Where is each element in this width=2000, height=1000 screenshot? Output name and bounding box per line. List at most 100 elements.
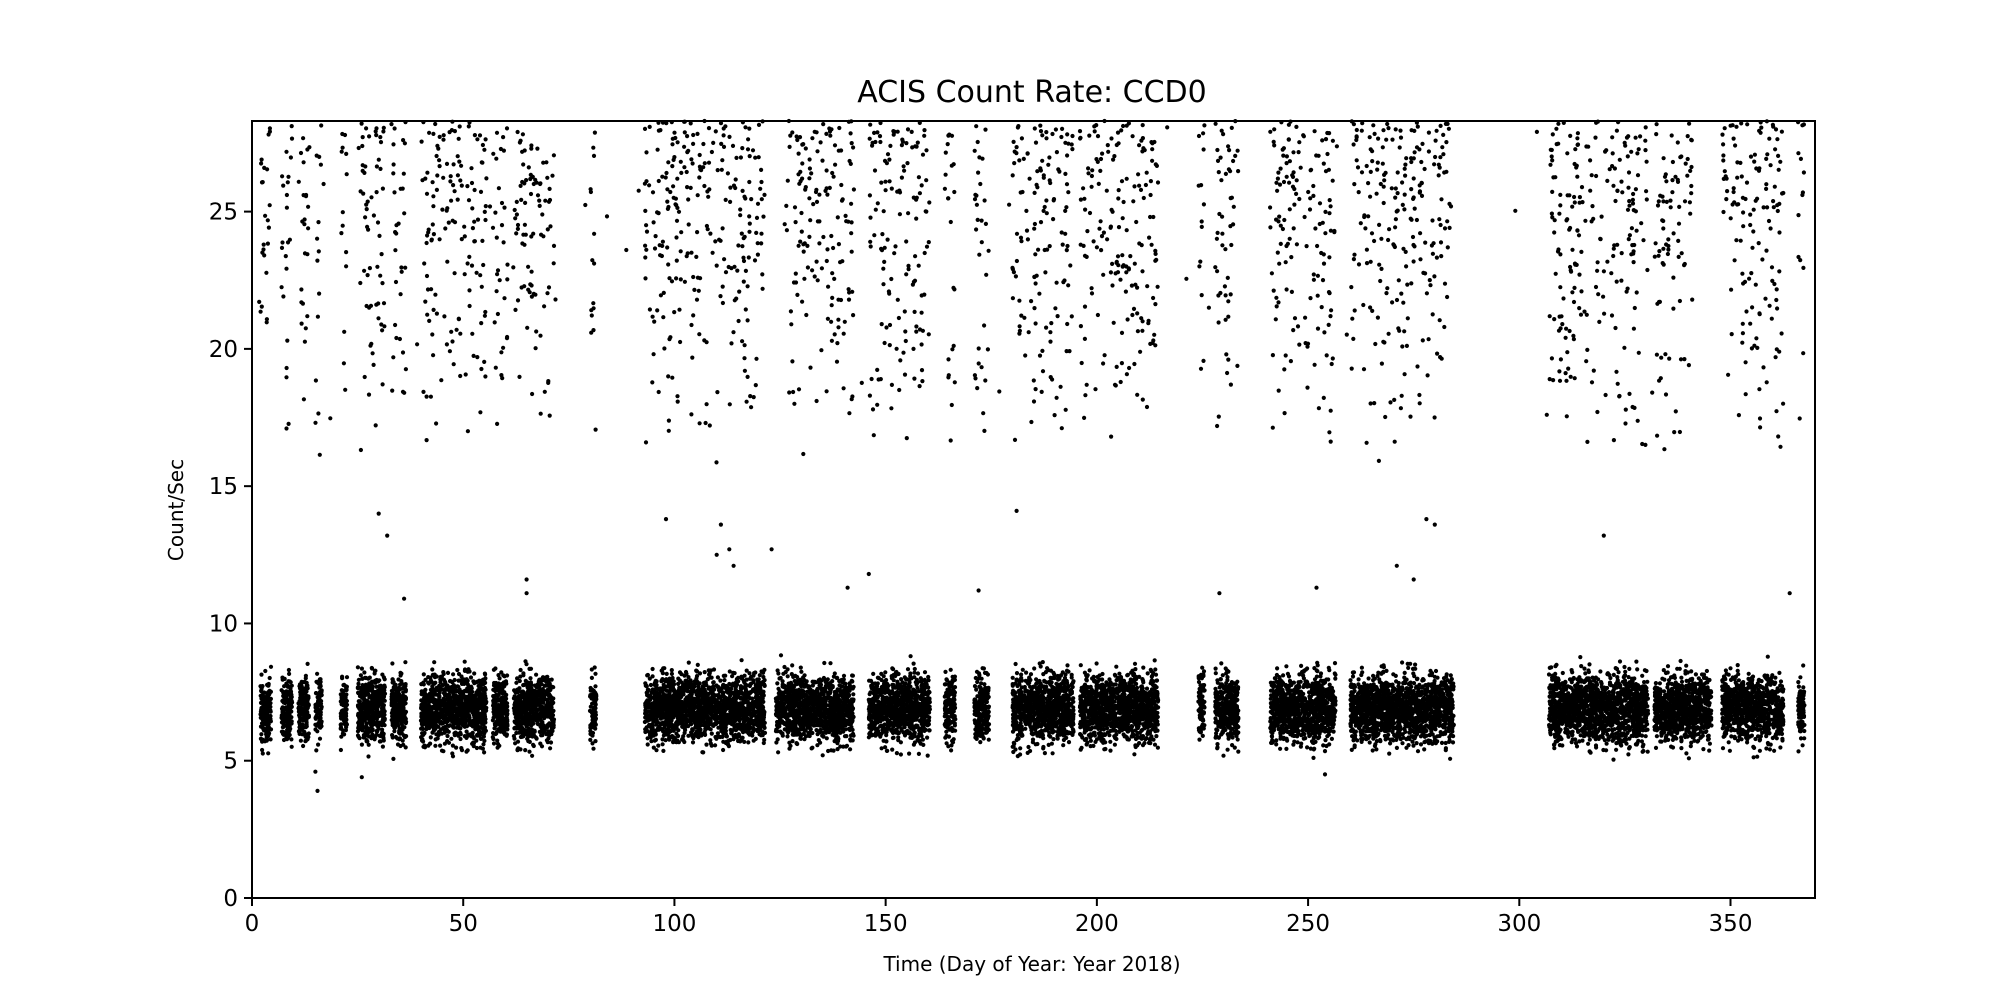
data-point [314, 707, 320, 712]
data-point [463, 713, 469, 719]
data-point [520, 692, 525, 697]
data-point [444, 727, 450, 733]
data-point [427, 130, 432, 135]
data-point [368, 708, 373, 714]
data-point [492, 320, 497, 325]
data-point [448, 179, 453, 184]
data-point [722, 678, 727, 683]
data-point [316, 411, 321, 416]
data-point [401, 171, 406, 176]
data-point [285, 180, 290, 185]
data-point [280, 698, 285, 704]
data-point [431, 353, 436, 358]
data-point [478, 189, 484, 194]
data-point [738, 686, 743, 691]
data-point [492, 726, 497, 731]
data-point [279, 245, 285, 250]
data-point [367, 134, 372, 139]
data-point [540, 687, 545, 692]
data-point [501, 148, 506, 153]
data-point [318, 701, 324, 706]
data-point [495, 741, 501, 747]
data-point [360, 143, 365, 149]
data-point [483, 720, 488, 725]
data-point [468, 721, 473, 726]
data-point [281, 737, 287, 743]
data-point [438, 680, 443, 685]
data-point [381, 129, 386, 134]
data-point [482, 693, 487, 698]
data-point [428, 723, 433, 728]
data-point [424, 191, 430, 196]
data-point [494, 289, 499, 294]
data-point [535, 193, 541, 198]
data-point [760, 729, 765, 734]
data-point [431, 232, 436, 237]
data-point [497, 278, 502, 283]
data-point [744, 677, 749, 682]
data-point [264, 320, 269, 325]
data-point [530, 753, 535, 758]
data-point [660, 742, 665, 747]
data-point [468, 696, 473, 701]
data-point [266, 709, 271, 714]
data-point [482, 710, 487, 715]
data-point [443, 709, 448, 714]
data-point [515, 129, 520, 135]
data-point [364, 675, 369, 681]
data-point [316, 742, 321, 747]
data-point [455, 667, 460, 673]
data-point [458, 736, 463, 742]
data-point [472, 187, 477, 193]
data-point [313, 420, 318, 425]
data-point [751, 687, 756, 692]
data-point [475, 217, 481, 222]
data-point [289, 744, 294, 749]
data-point [299, 287, 304, 292]
data-point [314, 702, 319, 707]
data-point [365, 273, 370, 278]
data-point [344, 686, 349, 691]
data-point [438, 686, 443, 691]
data-point [362, 374, 367, 380]
data-point [518, 721, 523, 726]
data-point [644, 699, 649, 705]
data-point [502, 729, 507, 735]
data-point [399, 722, 404, 727]
data-point [419, 715, 424, 720]
data-point [360, 691, 365, 697]
data-point [491, 736, 496, 742]
data-point [472, 133, 477, 138]
data-point [593, 684, 598, 689]
data-point [589, 675, 595, 681]
data-point [732, 724, 737, 729]
data-point [433, 743, 438, 748]
data-point [475, 733, 480, 738]
data-point [260, 751, 265, 756]
data-point [419, 702, 424, 708]
data-point [455, 173, 460, 178]
data-point [591, 328, 596, 333]
data-point [708, 668, 714, 673]
data-point [482, 209, 487, 214]
data-point [397, 336, 402, 342]
data-point [302, 217, 307, 222]
data-point [462, 659, 467, 664]
data-point [534, 693, 540, 699]
data-point [396, 221, 401, 226]
data-point [462, 234, 467, 239]
data-point [521, 671, 526, 676]
data-point [359, 687, 364, 692]
data-point [480, 238, 485, 243]
data-point [366, 742, 371, 747]
data-point [449, 198, 454, 203]
data-point [284, 689, 289, 694]
data-point [431, 194, 436, 199]
data-point [301, 716, 306, 722]
data-point [296, 701, 301, 706]
data-point [520, 179, 525, 185]
data-point [465, 678, 470, 683]
data-point [288, 680, 293, 685]
data-point [381, 125, 386, 130]
data-point [512, 694, 517, 699]
